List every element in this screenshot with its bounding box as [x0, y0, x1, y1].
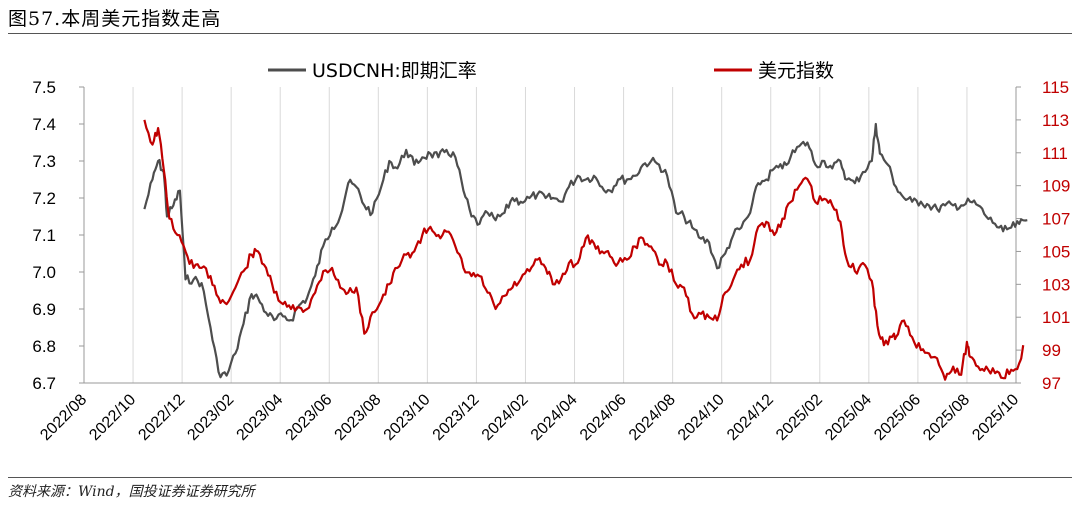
- left-tick-label: 6.8: [32, 337, 56, 356]
- right-tick-label: 107: [1042, 210, 1070, 229]
- gridlines: [83, 87, 1017, 383]
- x-tick-label: 2025/06: [871, 391, 924, 444]
- x-tick-label: 2025/04: [822, 391, 875, 444]
- right-axis: 115 113 111 109 107 105 103 101 99 97: [1015, 78, 1070, 393]
- x-tick-label: 2023/02: [184, 391, 237, 444]
- series-line-dxy: [143, 119, 1025, 381]
- right-tick-label: 109: [1042, 177, 1070, 196]
- x-tick-label: 2024/12: [724, 391, 777, 444]
- left-tick-label: 6.7: [32, 374, 56, 393]
- x-tick-label: 2025/10: [969, 391, 1022, 444]
- series-lines: [143, 119, 1028, 381]
- figure-title: 图57.本周美元指数走高: [8, 8, 222, 30]
- x-tick-label: 2024/10: [675, 391, 728, 444]
- series-line-usdcnh: [143, 122, 1028, 379]
- x-tick-label: 2022/12: [135, 391, 188, 444]
- left-tick-label: 7.1: [32, 226, 56, 245]
- title-divider: [8, 33, 1072, 34]
- x-tick-label: 2022/10: [86, 391, 139, 444]
- x-tick-label: 2023/04: [234, 391, 287, 444]
- left-tick-label: 7.3: [32, 152, 56, 171]
- source-note: 资料来源：Wind，国投证券证券研究所: [8, 484, 255, 500]
- x-tick-label: 2024/04: [528, 391, 581, 444]
- left-axis: 7.5 7.4 7.3 7.2 7.1 7.0 6.9 6.8 6.7: [32, 78, 85, 393]
- right-tick-label: 97: [1042, 374, 1061, 393]
- right-tick-label: 105: [1042, 242, 1070, 261]
- x-tick-label: 2025/08: [920, 391, 973, 444]
- x-axis: 2022/082022/102022/122023/022023/042023/…: [37, 382, 1022, 444]
- legend: USDCNH:即期汇率 美元指数: [268, 60, 834, 82]
- x-tick-label: 2023/12: [430, 391, 483, 444]
- x-tick-label: 2024/08: [626, 391, 679, 444]
- right-tick-label: 113: [1042, 111, 1069, 130]
- left-tick-label: 6.9: [32, 300, 56, 319]
- left-tick-label: 7.2: [32, 189, 56, 208]
- x-tick-label: 2023/10: [381, 391, 434, 444]
- left-tick-label: 7.4: [32, 115, 56, 134]
- legend-label-usdcnh: USDCNH:即期汇率: [312, 60, 477, 82]
- right-tick-label: 103: [1042, 275, 1070, 294]
- chart-svg: 7.5 7.4 7.3 7.2 7.1 7.0 6.9 6.8 6.7 115 113 111 109…: [32, 60, 1070, 444]
- legend-label-dxy: 美元指数: [758, 60, 834, 82]
- right-tick-label: 115: [1042, 78, 1069, 97]
- left-tick-label: 7.5: [32, 78, 56, 97]
- right-tick-label: 99: [1042, 341, 1061, 360]
- x-tick-label: 2023/08: [332, 391, 385, 444]
- x-tick-label: 2025/02: [773, 391, 826, 444]
- x-tick-label: 2024/02: [479, 391, 532, 444]
- footer-divider: [8, 477, 1072, 478]
- right-tick-label: 111: [1042, 144, 1068, 163]
- x-tick-label: 2022/08: [37, 391, 90, 444]
- x-tick-label: 2024/06: [577, 391, 630, 444]
- x-tick-label: 2023/06: [283, 391, 336, 444]
- right-tick-label: 101: [1042, 308, 1070, 327]
- left-tick-label: 7.0: [32, 263, 56, 282]
